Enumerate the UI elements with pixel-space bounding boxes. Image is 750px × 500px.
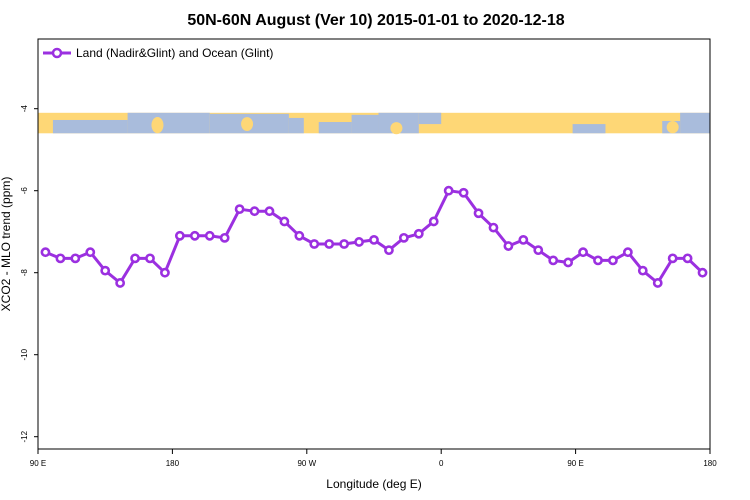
map-island [151,116,164,134]
data-point [518,234,529,245]
chart-title: 50N-60N August (Ver 10) 2015-01-01 to 20… [187,12,564,29]
series-layer [40,185,708,288]
data-point [249,206,260,217]
map-ocean [572,124,606,134]
y-axis: -4 -6 -8 -10 -12 [20,105,38,442]
data-point [682,253,693,264]
data-point [443,185,454,196]
data-point [503,241,514,251]
x-axis-label: Longitude (deg E) [326,477,421,491]
data-point [219,232,230,243]
data-point [309,239,320,249]
data-point [413,228,424,239]
map-ocean [318,122,352,134]
data-point [369,234,379,245]
x-tick-label: 90 E [30,459,46,468]
map-island [666,121,679,134]
data-point [652,278,663,288]
map-strip [38,112,710,135]
data-point [622,247,633,258]
data-point [85,247,96,258]
data-point [563,257,574,268]
data-point [40,247,51,258]
data-point [204,230,215,241]
data-point [145,253,155,264]
y-tick-label: -6 [20,187,29,195]
y-tick-label: -10 [20,348,29,360]
y-tick-label: -12 [20,430,29,442]
x-axis: 90 E 180 90 W 0 90 E 180 [30,449,717,468]
map-ocean [680,112,710,134]
data-point [130,253,140,264]
data-point [189,230,200,241]
data-point [100,265,111,276]
map-ocean [351,114,379,134]
x-tick-label: 0 [439,459,444,468]
data-point [55,253,66,264]
data-point [533,245,544,256]
x-tick-label: 90 W [297,459,316,468]
data-point [578,247,588,258]
map-ocean [288,117,304,134]
data-point [339,239,350,249]
data-point [548,255,559,266]
legend: Land (Nadir&Glint) and Ocean (Glint) [43,46,273,60]
data-point [458,187,469,198]
x-tick-label: 180 [703,459,717,468]
legend-label: Land (Nadir&Glint) and Ocean (Glint) [76,46,273,60]
data-point [398,232,409,243]
map-island [390,122,403,135]
data-point [593,255,603,266]
data-point [354,237,364,247]
map-island [241,117,254,131]
data-point [234,204,245,215]
data-point [384,245,394,256]
data-point [697,267,708,278]
data-point [473,208,484,219]
y-tick-label: -8 [20,269,29,277]
x-tick-label: 90 E [567,459,583,468]
data-point [294,230,305,241]
data-point [608,255,618,266]
data-point [667,253,678,264]
data-point [488,222,499,233]
y-tick-label: -4 [20,105,29,113]
y-axis-label: XCO2 - MLO trend (ppm) [0,177,13,312]
map-ocean [418,112,442,125]
legend-marker [51,47,63,59]
map-ocean [52,119,128,134]
data-point [428,216,439,227]
data-point [279,216,290,227]
plot-frame [37,38,711,450]
x-tick-label: 180 [166,459,180,468]
data-point [637,265,648,276]
data-point [174,230,185,241]
map-ocean [127,112,210,134]
data-point [115,278,126,288]
data-point [264,206,275,217]
data-point [70,253,81,264]
data-point [160,267,170,278]
data-point [324,239,335,249]
